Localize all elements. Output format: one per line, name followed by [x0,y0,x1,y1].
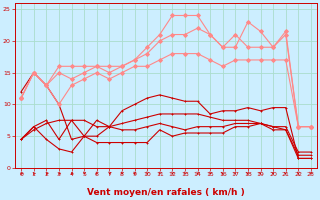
X-axis label: Vent moyen/en rafales ( km/h ): Vent moyen/en rafales ( km/h ) [87,188,245,197]
